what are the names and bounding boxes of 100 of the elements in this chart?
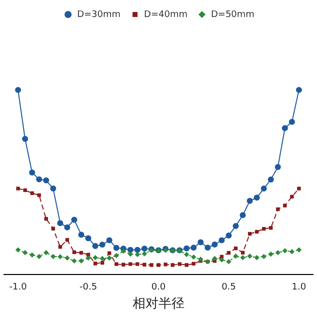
point	[142, 262, 146, 266]
point	[232, 223, 239, 230]
x-tick-label: 1.0	[292, 282, 306, 292]
point	[254, 255, 260, 260]
point	[260, 186, 267, 192]
point	[36, 254, 42, 260]
point	[212, 242, 218, 248]
point	[78, 258, 84, 264]
point	[226, 250, 231, 255]
point	[79, 250, 84, 255]
point	[226, 232, 232, 238]
point	[142, 251, 148, 256]
x-axis-title: 相对半径	[132, 296, 184, 312]
point	[290, 194, 294, 199]
point	[16, 186, 20, 190]
point	[92, 255, 98, 260]
point	[262, 226, 266, 231]
point	[72, 250, 76, 254]
point	[128, 252, 134, 257]
point	[254, 194, 260, 201]
point	[275, 250, 280, 256]
point	[58, 254, 63, 260]
point	[276, 207, 280, 212]
x-tick-label: 0.5	[222, 282, 236, 292]
point	[86, 255, 91, 261]
point	[58, 245, 62, 249]
point	[296, 247, 302, 252]
point	[108, 251, 112, 256]
point	[247, 254, 252, 259]
point	[184, 245, 190, 252]
point	[289, 249, 295, 254]
point	[29, 252, 35, 258]
point	[178, 262, 182, 266]
point	[106, 255, 112, 261]
point	[92, 242, 98, 249]
point	[64, 255, 70, 261]
point	[240, 250, 245, 254]
point	[268, 252, 274, 257]
point	[254, 230, 259, 234]
point	[30, 191, 34, 196]
point	[134, 252, 140, 258]
point	[212, 256, 218, 262]
point	[248, 232, 252, 236]
point	[240, 255, 246, 260]
point	[37, 193, 41, 198]
point	[71, 216, 78, 223]
x-tick-label: -1.0	[9, 282, 28, 292]
point	[282, 248, 288, 254]
point	[44, 216, 48, 221]
point	[296, 86, 302, 93]
point	[170, 263, 174, 267]
point	[156, 263, 160, 267]
point	[269, 226, 273, 230]
point	[50, 186, 56, 192]
point	[261, 254, 266, 260]
point	[297, 186, 301, 190]
point	[150, 263, 154, 267]
point	[114, 262, 118, 266]
point	[113, 244, 120, 251]
point	[268, 176, 274, 182]
point	[15, 86, 22, 93]
point	[246, 198, 253, 204]
point	[192, 262, 196, 266]
point	[44, 250, 49, 256]
point	[184, 252, 190, 258]
point	[15, 247, 21, 252]
point	[283, 204, 287, 208]
point	[234, 246, 238, 250]
point	[219, 257, 224, 262]
point	[22, 250, 28, 256]
point	[190, 244, 197, 251]
point	[23, 188, 27, 192]
point	[120, 248, 126, 254]
x-tick-label: -0.5	[79, 282, 98, 292]
point	[164, 262, 168, 266]
point	[204, 244, 211, 251]
point	[50, 254, 56, 260]
point	[65, 238, 70, 242]
point	[29, 169, 36, 176]
point	[141, 246, 148, 252]
point	[114, 252, 119, 258]
point	[106, 237, 112, 244]
point	[198, 256, 204, 262]
point	[218, 237, 225, 244]
point	[43, 177, 50, 184]
point	[78, 232, 84, 238]
point	[100, 256, 105, 262]
point	[282, 125, 288, 132]
point	[288, 118, 295, 125]
legend-label: D=50mm	[210, 10, 254, 20]
point	[57, 220, 64, 226]
point	[184, 263, 188, 267]
legend-label: D=30mm	[77, 10, 121, 20]
point	[274, 164, 281, 170]
x-tick-label: 0.0	[151, 282, 166, 292]
point	[36, 176, 42, 182]
legend-label: D=40mm	[144, 10, 188, 20]
point	[99, 242, 106, 248]
point	[22, 136, 28, 142]
point	[191, 254, 196, 260]
